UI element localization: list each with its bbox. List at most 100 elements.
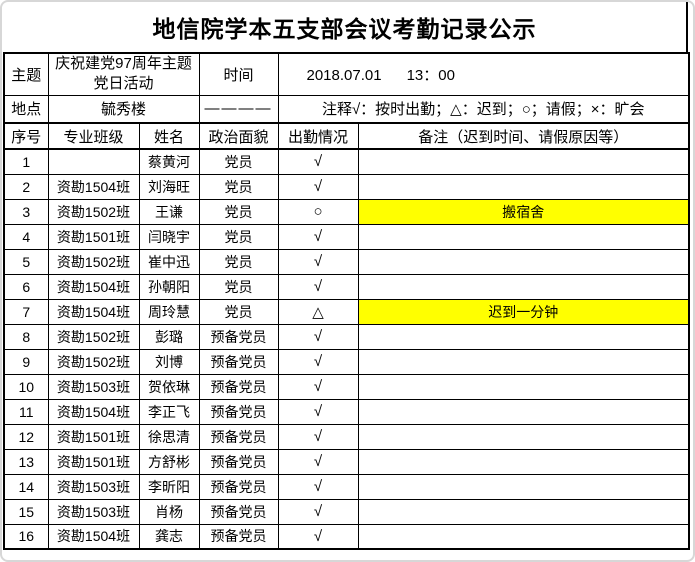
cell-class: 资勘1503班 bbox=[47, 498, 140, 525]
cell-political-status: 预备党员 bbox=[198, 448, 279, 475]
cell-class: 资勘1502班 bbox=[47, 248, 140, 275]
cell-no: 6 bbox=[3, 273, 49, 300]
attendance-sheet: 地信院学本五支部会议考勤记录公示 主题 庆祝建党97周年主题党日活动 时间 20… bbox=[3, 2, 691, 550]
remark-cell: 迟到一分钟 bbox=[357, 298, 690, 325]
remark-cell bbox=[357, 323, 690, 350]
time-value: 2018.07.01 13：00 bbox=[277, 52, 690, 96]
cell-class: 资勘1504班 bbox=[47, 398, 140, 425]
remark-cell bbox=[357, 398, 690, 425]
cell-political-status: 党员 bbox=[198, 298, 279, 325]
cell-no: 15 bbox=[3, 498, 49, 525]
remark-cell bbox=[357, 248, 690, 275]
remark-cell bbox=[357, 448, 690, 475]
cell-political-status: 党员 bbox=[198, 173, 279, 200]
cell-name: 李正飞 bbox=[138, 398, 200, 425]
cell-no: 13 bbox=[3, 448, 49, 475]
remark-cell bbox=[357, 373, 690, 400]
remark-cell: 搬宿舍 bbox=[357, 198, 690, 225]
col-header-class: 专业班级 bbox=[47, 122, 140, 150]
attendance-legend: 注释√：按时出勤；△：迟到；○；请假；×：旷会 bbox=[277, 94, 690, 124]
cell-name: 贺依琳 bbox=[138, 373, 200, 400]
cell-name: 徐思清 bbox=[138, 423, 200, 450]
cell-no: 4 bbox=[3, 223, 49, 250]
remark-cell bbox=[357, 173, 690, 200]
col-header-remark: 备注（迟到时间、请假原因等） bbox=[357, 122, 690, 150]
cell-no: 3 bbox=[3, 198, 49, 225]
table-row: 4 资勘1501班 闫晓宇 党员 √ bbox=[3, 223, 690, 250]
cell-attendance-mark: ○ bbox=[277, 198, 359, 225]
table-row: 6 资勘1504班 孙朝阳 党员 √ bbox=[3, 273, 690, 300]
col-header-name: 姓名 bbox=[138, 122, 200, 150]
cell-class: 资勘1503班 bbox=[47, 373, 140, 400]
cell-political-status: 预备党员 bbox=[198, 373, 279, 400]
cell-no: 16 bbox=[3, 523, 49, 550]
cell-no: 10 bbox=[3, 373, 49, 400]
cell-political-status: 预备党员 bbox=[198, 348, 279, 375]
cell-attendance-mark: √ bbox=[277, 448, 359, 475]
table-row: 9 资勘1502班 刘博 预备党员 √ bbox=[3, 348, 690, 375]
cell-class: 资勘1504班 bbox=[47, 173, 140, 200]
cell-attendance-mark: √ bbox=[277, 148, 359, 175]
cell-attendance-mark: √ bbox=[277, 248, 359, 275]
cell-political-status: 预备党员 bbox=[198, 498, 279, 525]
cell-class: 资勘1504班 bbox=[47, 523, 140, 550]
cell-name: 方舒彬 bbox=[138, 448, 200, 475]
cell-political-status: 预备党员 bbox=[198, 473, 279, 500]
cell-attendance-mark: √ bbox=[277, 498, 359, 525]
cell-attendance-mark: △ bbox=[277, 298, 359, 325]
cell-class: 资勘1501班 bbox=[47, 223, 140, 250]
cell-political-status: 预备党员 bbox=[198, 423, 279, 450]
place-label: 地点 bbox=[3, 94, 49, 124]
table-body: 1 蔡黄河 党员 √ 2 资勘1504班 刘海旺 党员 √ bbox=[3, 148, 690, 550]
table-header-row: 序号 专业班级 姓名 政治面貌 出勤情况 备注（迟到时间、请假原因等） bbox=[3, 122, 690, 150]
cell-no: 9 bbox=[3, 348, 49, 375]
cell-class: 资勘1501班 bbox=[47, 448, 140, 475]
cell-political-status: 党员 bbox=[198, 198, 279, 225]
table-row: 5 资勘1502班 崔中迅 党员 √ bbox=[3, 248, 690, 275]
cell-no: 12 bbox=[3, 423, 49, 450]
cell-political-status: 党员 bbox=[198, 248, 279, 275]
cell-class bbox=[47, 148, 140, 175]
table-row: 16 资勘1504班 龚志 预备党员 √ bbox=[3, 523, 690, 550]
remark-cell bbox=[357, 523, 690, 550]
cell-political-status: 党员 bbox=[198, 273, 279, 300]
cell-attendance-mark: √ bbox=[277, 398, 359, 425]
cell-class: 资勘1502班 bbox=[47, 198, 140, 225]
table-row: 2 资勘1504班 刘海旺 党员 √ bbox=[3, 173, 690, 200]
cell-name: 刘博 bbox=[138, 348, 200, 375]
cell-name: 崔中迅 bbox=[138, 248, 200, 275]
cell-class: 资勘1501班 bbox=[47, 423, 140, 450]
remark-cell bbox=[357, 473, 690, 500]
cell-no: 7 bbox=[3, 298, 49, 325]
cell-no: 11 bbox=[3, 398, 49, 425]
cell-political-status: 预备党员 bbox=[198, 323, 279, 350]
cell-class: 资勘1503班 bbox=[47, 473, 140, 500]
cell-attendance-mark: √ bbox=[277, 223, 359, 250]
table-row: 12 资勘1501班 徐思清 预备党员 √ bbox=[3, 423, 690, 450]
cell-attendance-mark: √ bbox=[277, 473, 359, 500]
cell-political-status: 党员 bbox=[198, 223, 279, 250]
table-row: 1 蔡黄河 党员 √ bbox=[3, 148, 690, 175]
cell-political-status: 预备党员 bbox=[198, 523, 279, 550]
col-header-no: 序号 bbox=[3, 122, 49, 150]
remark-cell bbox=[357, 498, 690, 525]
table-row: 3 资勘1502班 王谦 党员 ○ 搬宿舍 bbox=[3, 198, 690, 225]
cell-name: 彭璐 bbox=[138, 323, 200, 350]
cell-name: 周玲慧 bbox=[138, 298, 200, 325]
table-row: 7 资勘1504班 周玲慧 党员 △ 迟到一分钟 bbox=[3, 298, 690, 325]
cell-attendance-mark: √ bbox=[277, 423, 359, 450]
remark-cell bbox=[357, 423, 690, 450]
col-header-attendance: 出勤情况 bbox=[277, 122, 359, 150]
table-row: 8 资勘1502班 彭璐 预备党员 √ bbox=[3, 323, 690, 350]
cell-name: 孙朝阳 bbox=[138, 273, 200, 300]
cell-no: 1 bbox=[3, 148, 49, 175]
cell-class: 资勘1504班 bbox=[47, 298, 140, 325]
topic-row: 主题 庆祝建党97周年主题党日活动 时间 2018.07.01 13：00 bbox=[3, 52, 690, 96]
attendance-table: 主题 庆祝建党97周年主题党日活动 时间 2018.07.01 13：00 地点… bbox=[3, 52, 691, 550]
table-row: 11 资勘1504班 李正飞 预备党员 √ bbox=[3, 398, 690, 425]
cell-name: 王谦 bbox=[138, 198, 200, 225]
cell-political-status: 预备党员 bbox=[198, 398, 279, 425]
cell-attendance-mark: √ bbox=[277, 373, 359, 400]
cell-attendance-mark: √ bbox=[277, 323, 359, 350]
remark-cell bbox=[357, 273, 690, 300]
